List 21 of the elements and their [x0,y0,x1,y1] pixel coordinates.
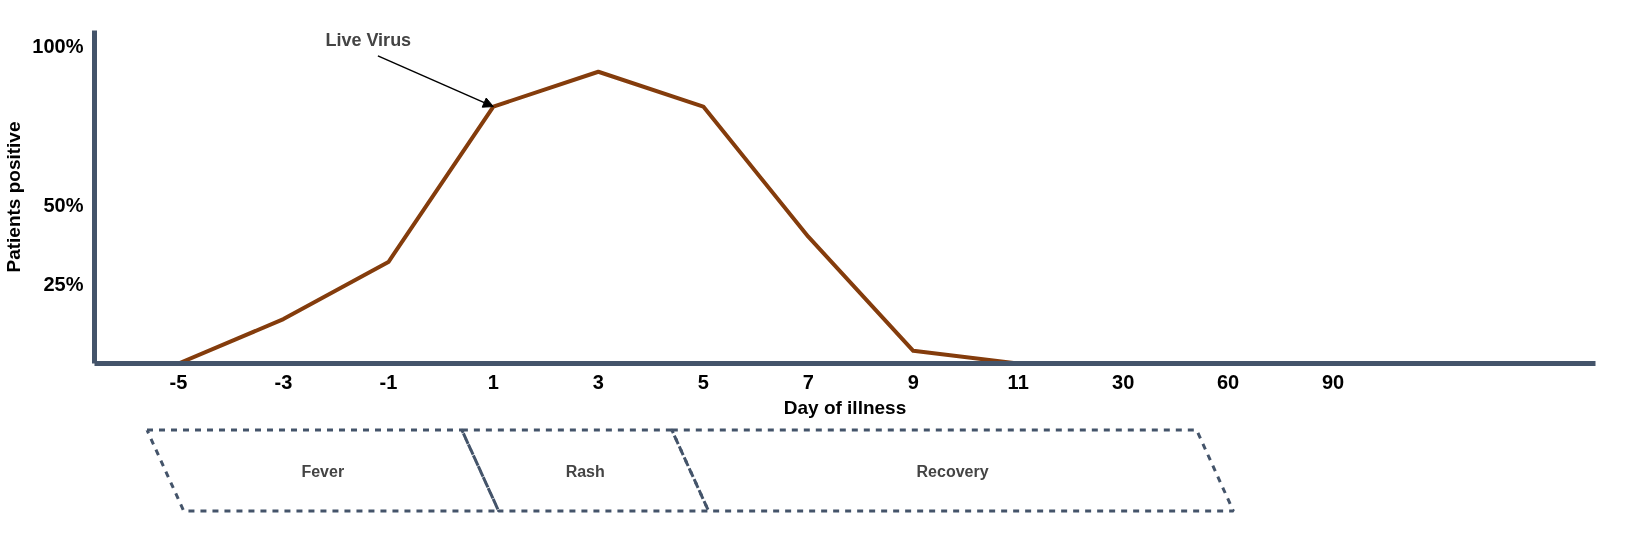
text: Fever [301,462,345,480]
x-tick-label: -1 [379,370,398,393]
text: Rash [565,462,605,480]
y-tick-label: 100% [32,35,84,58]
x-tick-label: -5 [169,370,188,393]
x-tick-label: 7 [802,370,814,393]
x-tick-label: 11 [1007,370,1029,393]
annotation: Live Virus [325,29,412,50]
y-tick-label: 50% [43,193,84,216]
x-tick-label: 9 [907,370,919,393]
x-tick-label: 1 [487,370,499,393]
y-tick-label: 25% [43,273,84,296]
x-tick-label: 60 [1217,370,1240,393]
x-axis-title: Day of illness [783,396,907,418]
x-tick-label: -3 [274,370,293,393]
x-tick-label: 90 [1321,370,1345,393]
x-tick-label: 5 [697,370,709,393]
y-axis-title: Patients positive [3,121,25,273]
x-tick-label: 30 [1112,370,1135,393]
text: Recovery [916,462,989,480]
x-tick-label: 3 [592,370,604,393]
